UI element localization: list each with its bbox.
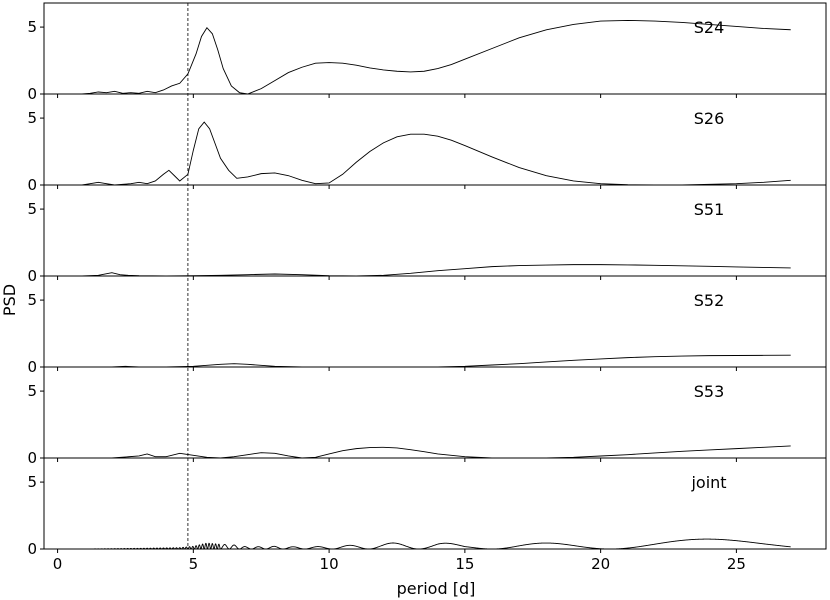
x-tick-label: 15: [455, 555, 474, 573]
y-tick-label: 0: [27, 267, 37, 285]
y-tick-label: 5: [27, 109, 37, 127]
y-tick-label: 5: [27, 200, 37, 218]
panel-frame: [43, 275, 827, 368]
y-tick-label: 5: [27, 291, 37, 309]
panel-s24: 0 5 S24: [27, 2, 827, 103]
x-tick-label: 25: [727, 555, 746, 573]
panel-label: S24: [694, 18, 725, 37]
y-tick-label: 0: [27, 85, 37, 103]
panel-s26: 0 5 S26: [27, 93, 827, 194]
psd-series-line: [82, 445, 791, 459]
panel-frame: [43, 93, 827, 186]
panel-frame: [43, 457, 827, 550]
panel-label: S53: [694, 382, 725, 401]
panel-s52: 0 5 S52: [27, 275, 827, 376]
x-tick-label: 0: [53, 555, 63, 573]
psd-series-line: [82, 354, 791, 368]
x-tick-label: 5: [189, 555, 199, 573]
x-axis: 0 5 10 15 20 25: [53, 555, 746, 573]
y-tick-label: 5: [27, 18, 37, 36]
panel-frame: [43, 366, 827, 459]
y-axis-label: PSD: [0, 284, 19, 316]
x-tick-label: 10: [320, 555, 339, 573]
x-tick-label: 20: [591, 555, 610, 573]
y-tick-label: 0: [27, 449, 37, 467]
y-tick-label: 0: [27, 540, 37, 558]
panel-s51: 0 5 S51: [27, 184, 827, 285]
panels-group: 0 5 S24 0 5 S26 0 5 S51 0 5 S52 0 5 S53 0 5 joint: [27, 2, 827, 558]
panel-joint: 0 5 joint: [27, 457, 827, 558]
panel-label: S26: [694, 109, 725, 128]
y-tick-label: 0: [27, 358, 37, 376]
panel-s53: 0 5 S53: [27, 366, 827, 467]
y-tick-label: 5: [27, 382, 37, 400]
psd-series-line: [82, 538, 791, 550]
y-tick-label: 5: [27, 473, 37, 491]
psd-series-line: [81, 19, 791, 95]
psd-series-line: [81, 121, 791, 186]
panel-frame: [43, 184, 827, 277]
panel-label: S52: [694, 291, 725, 310]
panel-label: joint: [690, 473, 726, 492]
y-tick-label: 0: [27, 176, 37, 194]
x-axis-label: period [d]: [397, 579, 476, 598]
panel-label: S51: [694, 200, 725, 219]
panel-frame: [43, 2, 827, 95]
psd-series-line: [81, 264, 791, 277]
